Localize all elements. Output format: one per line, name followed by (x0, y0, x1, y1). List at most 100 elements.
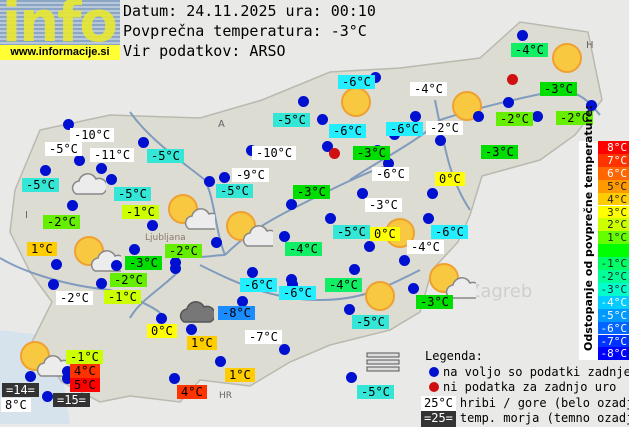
hill-temperature-label: -3°C (365, 198, 402, 212)
station-dot-missing[interactable] (506, 73, 518, 85)
station-temperature-label: -6°C (329, 124, 366, 138)
scale-item: -3°C (598, 282, 629, 296)
station-temperature-label: -2°C (556, 111, 593, 125)
station-dot-available[interactable] (66, 199, 78, 211)
station-dot-available[interactable] (73, 154, 85, 166)
station-dot-available[interactable] (203, 175, 215, 187)
station-temperature-label: -6°C (240, 278, 277, 292)
sea-temperature-label: =15= (53, 393, 90, 407)
station-dot-available[interactable] (531, 110, 543, 122)
station-temperature-label: -4°C (325, 278, 362, 292)
station-dot-available[interactable] (398, 254, 410, 266)
sun-cloud-icon (167, 193, 221, 237)
legend-hill-text: hribi / gore (belo ozadje) (459, 395, 629, 410)
station-dot-available[interactable] (278, 343, 290, 355)
station-dot-available[interactable] (169, 262, 181, 274)
station-dot-available[interactable] (62, 118, 74, 130)
hill-temperature-label: -5°C (45, 142, 82, 156)
station-dot-available[interactable] (50, 258, 62, 270)
logo[interactable]: info www.informacije.si (0, 0, 120, 60)
station-temperature-label: -8°C (218, 306, 255, 320)
station-dot-available[interactable] (246, 266, 258, 278)
scale-item: 8°C (598, 141, 629, 154)
station-dot-available[interactable] (146, 219, 158, 231)
date-time: Datum: 24.11.2025 ura: 00:10 (123, 2, 376, 20)
station-dot-available[interactable] (472, 110, 484, 122)
hill-temperature-label: -2°C (56, 291, 93, 305)
sea-temperature-label: =14= (2, 383, 39, 397)
station-dot-available[interactable] (137, 136, 149, 148)
scale-item: 6°C (598, 166, 629, 180)
station-dot-available[interactable] (422, 212, 434, 224)
station-dot-available[interactable] (356, 187, 368, 199)
station-dot-available[interactable] (516, 29, 528, 41)
hill-temperature-label: -9°C (232, 168, 269, 182)
country-marker-h: H (586, 40, 594, 51)
legend-red-dot-row: ni podatka za zadnjo uro (425, 380, 629, 396)
station-dot-available[interactable] (95, 162, 107, 174)
station-dot-available[interactable] (47, 278, 59, 290)
station-dot-available[interactable] (324, 212, 336, 224)
station-dot-available[interactable] (278, 230, 290, 242)
station-dot-available[interactable] (369, 71, 381, 83)
station-dot-available[interactable] (61, 365, 73, 377)
station-dot-available[interactable] (41, 390, 53, 402)
country-marker-hr: HR (219, 391, 232, 401)
station-dot-available[interactable] (168, 372, 180, 384)
hill-temperature-label: -6°C (372, 167, 409, 181)
station-dot-available[interactable] (24, 370, 36, 382)
scale-item (598, 244, 629, 258)
station-dot-available[interactable] (236, 295, 248, 307)
station-dot-available[interactable] (297, 95, 309, 107)
station-dot-available[interactable] (95, 277, 107, 289)
station-dot-available[interactable] (218, 171, 230, 183)
station-dot-available[interactable] (321, 140, 333, 152)
station-dot-available[interactable] (409, 110, 421, 122)
station-temperature-label: 1°C (187, 336, 217, 350)
fog-icon (366, 352, 400, 376)
sun-cloud-icon (225, 210, 279, 254)
station-dot-available[interactable] (434, 134, 446, 146)
station-dot-available[interactable] (245, 144, 257, 156)
station-dot-available[interactable] (185, 323, 197, 335)
station-dot-available[interactable] (426, 187, 438, 199)
station-dot-available[interactable] (110, 259, 122, 271)
station-temperature-label: -2°C (165, 244, 202, 258)
station-dot-available[interactable] (61, 372, 73, 384)
station-dot-available[interactable] (316, 113, 328, 125)
station-dot-available[interactable] (39, 164, 51, 176)
legend-sea-row: =25= temp. morja (temno ozadje) (421, 411, 629, 427)
station-temperature-label: -5°C (147, 149, 184, 163)
station-dot-available[interactable] (363, 240, 375, 252)
station-dot-available[interactable] (210, 236, 222, 248)
station-temperature-label: 0°C (435, 172, 465, 186)
station-dot-available[interactable] (105, 173, 117, 185)
station-dot-available[interactable] (343, 303, 355, 315)
station-temperature-label: 0°C (370, 227, 400, 241)
station-dot-available[interactable] (285, 273, 297, 285)
station-dot-available[interactable] (348, 263, 360, 275)
station-dot-available[interactable] (585, 99, 597, 111)
station-dot-available[interactable] (169, 256, 181, 268)
country-marker-i: I (25, 210, 28, 221)
station-temperature-label: -6°C (279, 286, 316, 300)
station-dot-available[interactable] (285, 198, 297, 210)
station-temperature-label: -5°C (357, 385, 394, 399)
scale-item: 5°C (598, 179, 629, 193)
scale-item: -2°C (598, 270, 629, 283)
station-temperature-label: -1°C (104, 290, 141, 304)
station-temperature-label: -1°C (66, 350, 103, 364)
station-dot-available[interactable] (128, 243, 140, 255)
station-temperature-label: -2°C (110, 273, 147, 287)
station-dot-available[interactable] (407, 282, 419, 294)
station-dot-available[interactable] (382, 157, 394, 169)
red-dot-icon (429, 382, 439, 392)
station-dot-missing[interactable] (328, 147, 340, 159)
station-temperature-label: -2°C (43, 215, 80, 229)
station-dot-available[interactable] (155, 312, 167, 324)
station-temperature-label: -6°C (338, 75, 375, 89)
station-dot-available[interactable] (345, 371, 357, 383)
station-dot-available[interactable] (214, 355, 226, 367)
station-dot-available[interactable] (502, 96, 514, 108)
logo-url[interactable]: www.informacije.si (0, 45, 120, 60)
